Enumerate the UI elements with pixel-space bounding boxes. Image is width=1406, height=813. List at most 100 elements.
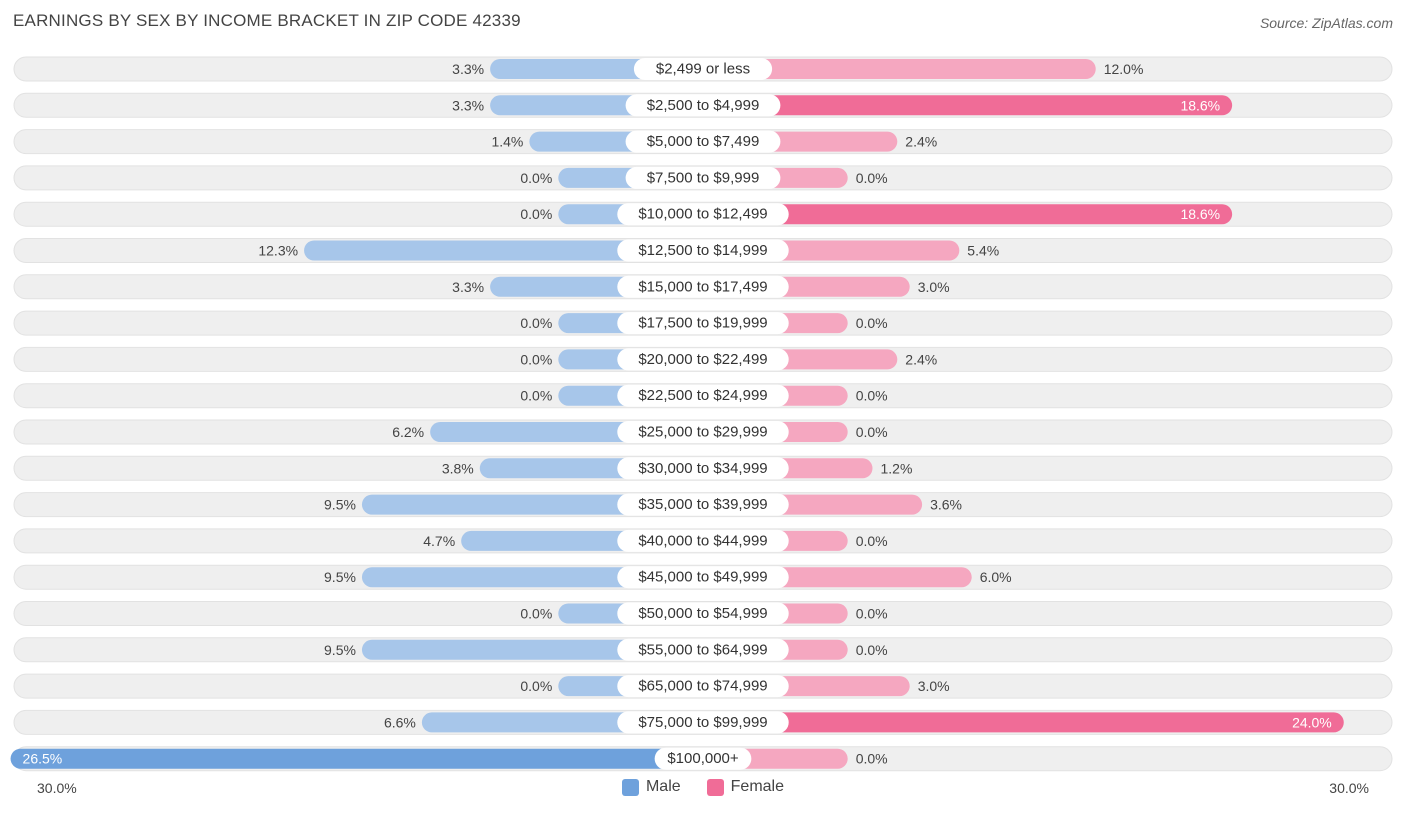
value-label-female: 0.0% [856, 642, 888, 658]
category-label: $45,000 to $49,999 [638, 569, 767, 586]
legend-swatch-male [621, 778, 639, 796]
value-label-male: 0.0% [520, 351, 552, 367]
bar-female [703, 712, 1344, 733]
category-pill [617, 675, 789, 698]
category-label: $100,000+ [667, 750, 739, 767]
value-label-female: 0.0% [856, 606, 888, 622]
value-label-male: 3.3% [452, 61, 484, 77]
value-label-male: 9.5% [324, 642, 356, 658]
category-label: $10,000 to $12,499 [638, 206, 767, 223]
category-pill [654, 747, 752, 770]
category-pill [617, 711, 789, 734]
value-label-female: 0.0% [856, 533, 888, 549]
category-label: $55,000 to $64,999 [638, 641, 767, 658]
legend-item-female[interactable]: Female [706, 778, 785, 796]
category-label: $17,500 to $19,999 [638, 315, 767, 332]
value-label-male: 0.0% [520, 170, 552, 186]
value-label-female: 5.4% [967, 243, 999, 259]
category-label: $20,000 to $22,499 [638, 351, 767, 368]
value-label-male: 3.3% [452, 279, 484, 295]
category-pill [617, 348, 789, 371]
bar-male [361, 567, 703, 588]
legend-label-female: Female [730, 778, 785, 795]
axis-right-label: 30.0% [1329, 780, 1369, 796]
category-pill [625, 130, 781, 153]
legend-item-male[interactable]: Male [621, 778, 681, 796]
bar-male [10, 748, 704, 769]
category-pill [625, 94, 781, 117]
value-label-female: 3.0% [918, 279, 950, 295]
source-label: Source: ZipAtlas.com [1259, 15, 1393, 31]
category-pill [617, 312, 789, 335]
bar-female [703, 59, 1096, 79]
value-label-female: 1.2% [880, 460, 912, 476]
category-label: $5,000 to $7,499 [647, 133, 760, 150]
value-label-male: 4.7% [423, 533, 455, 549]
value-label-female: 12.0% [1104, 61, 1144, 77]
category-label: $2,499 or less [656, 61, 750, 78]
value-label-female: 0.0% [856, 751, 888, 767]
category-label: $15,000 to $17,499 [638, 278, 767, 295]
value-label-male: 9.5% [324, 569, 356, 585]
category-label: $25,000 to $29,999 [638, 424, 767, 441]
value-label-female: 0.0% [856, 170, 888, 186]
category-pill [617, 602, 789, 625]
value-label-female: 24.0% [1292, 714, 1332, 730]
category-pill [617, 203, 789, 226]
category-label: $35,000 to $39,999 [638, 496, 767, 513]
value-label-male: 26.5% [23, 751, 63, 767]
bar-male [361, 494, 703, 515]
value-label-female: 0.0% [856, 315, 888, 331]
category-pill [617, 638, 789, 661]
value-label-male: 9.5% [324, 497, 356, 513]
category-pill [617, 239, 789, 262]
value-label-female: 2.4% [905, 134, 937, 150]
axis-left-label: 30.0% [37, 780, 77, 796]
value-label-male: 1.4% [491, 134, 523, 150]
value-label-female: 0.0% [856, 424, 888, 440]
legend: Male Female [0, 778, 1406, 796]
category-label: $50,000 to $54,999 [638, 605, 767, 622]
bar-female [703, 204, 1233, 225]
value-label-female: 18.6% [1180, 97, 1220, 113]
value-label-male: 3.3% [452, 97, 484, 113]
category-pill [617, 421, 789, 443]
category-pill [617, 275, 789, 298]
value-label-male: 12.3% [258, 243, 298, 259]
legend-swatch-female [706, 778, 724, 796]
value-label-male: 0.0% [520, 388, 552, 404]
category-pill [617, 566, 789, 589]
category-label: $12,500 to $14,999 [638, 242, 767, 259]
legend-label-male: Male [645, 778, 681, 795]
value-label-male: 0.0% [520, 315, 552, 331]
value-label-female: 2.4% [905, 351, 937, 367]
bar-male [304, 240, 703, 261]
value-label-male: 6.2% [392, 424, 424, 440]
value-label-male: 6.6% [384, 714, 416, 730]
value-label-male: 3.8% [442, 460, 474, 476]
value-label-male: 0.0% [520, 606, 552, 622]
category-label: $2,500 to $4,999 [647, 97, 760, 114]
category-label: $65,000 to $74,999 [638, 678, 767, 695]
category-label: $30,000 to $34,999 [638, 460, 767, 477]
value-label-female: 3.6% [930, 497, 962, 513]
chart-title: EARNINGS BY SEX BY INCOME BRACKET IN ZIP… [13, 11, 521, 30]
category-pill [617, 493, 789, 516]
value-label-male: 0.0% [520, 206, 552, 222]
category-label: $40,000 to $44,999 [638, 532, 767, 549]
category-pill [617, 529, 789, 552]
category-pill [617, 457, 789, 480]
category-label: $7,500 to $9,999 [647, 169, 760, 186]
category-label: $22,500 to $24,999 [638, 387, 767, 404]
category-pill [625, 166, 781, 189]
bar-female [703, 95, 1233, 116]
value-label-female: 18.6% [1180, 206, 1220, 222]
category-pill [617, 384, 789, 407]
bar-male [361, 639, 703, 660]
category-pill [633, 58, 773, 80]
value-label-male: 0.0% [520, 678, 552, 694]
value-label-female: 3.0% [918, 678, 950, 694]
value-label-female: 0.0% [856, 388, 888, 404]
value-label-female: 6.0% [980, 569, 1012, 585]
